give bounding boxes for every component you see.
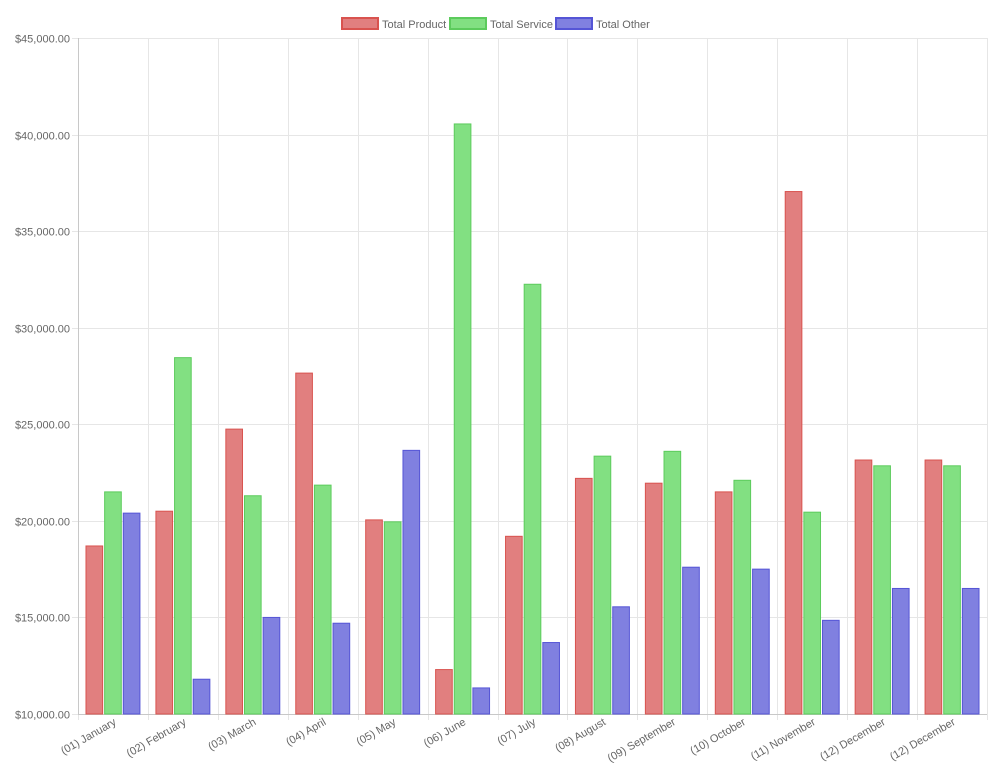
bar-total-service[interactable] [943, 465, 961, 715]
bar-total-other[interactable] [472, 687, 491, 715]
x-tick-label: (11) November [749, 716, 818, 763]
bar-total-other[interactable] [262, 616, 281, 715]
bar-total-service[interactable] [593, 455, 612, 715]
bar-total-other[interactable] [822, 619, 840, 715]
x-tick-label: (12) December [818, 716, 888, 763]
y-tick-label: $20,000.00 [15, 517, 70, 529]
bar-total-service[interactable] [803, 511, 822, 715]
bar-total-other[interactable] [122, 512, 141, 715]
x-tick-label: (04) April [284, 716, 328, 748]
legend-swatch [449, 17, 487, 30]
bar-total-product[interactable] [644, 482, 663, 715]
bar-total-product[interactable] [924, 459, 943, 715]
bar-total-product[interactable] [435, 669, 453, 715]
bar-total-service[interactable] [313, 484, 332, 715]
legend-swatch [555, 17, 593, 30]
y-tick-label: $40,000.00 [15, 131, 70, 143]
bar-total-product[interactable] [784, 191, 803, 715]
y-tick-label: $25,000.00 [15, 420, 70, 432]
bar-total-product[interactable] [365, 519, 383, 715]
bar-total-product[interactable] [854, 459, 873, 715]
x-tick-label: (02) February [125, 716, 189, 760]
legend-label: Total Product [382, 19, 446, 31]
bar-total-other[interactable] [682, 566, 700, 715]
bar-total-service[interactable] [383, 521, 402, 715]
x-tick-label: (01) January [59, 716, 119, 758]
bar-total-product[interactable] [574, 477, 593, 715]
bar-total-service[interactable] [873, 465, 891, 715]
bar-total-service[interactable] [243, 495, 262, 715]
chart-grid [72, 38, 988, 720]
bar-total-service[interactable] [523, 283, 542, 715]
bar-total-product[interactable] [505, 535, 523, 715]
chart-legend: Total Product Total Service Total Other [341, 17, 650, 31]
x-tick-label: (06) June [422, 716, 468, 750]
bar-total-product[interactable] [85, 545, 104, 715]
x-tick-label: (12) December [888, 716, 958, 763]
legend-item[interactable]: Total Other [555, 17, 650, 31]
legend-swatch [341, 17, 379, 30]
chart-bars [85, 123, 980, 715]
bar-total-other[interactable] [612, 606, 630, 715]
legend-item[interactable]: Total Service [449, 17, 553, 31]
bar-total-other[interactable] [891, 587, 910, 715]
x-tick-label: (10) October [688, 716, 748, 757]
y-tick-label: $10,000.00 [15, 710, 70, 722]
bar-total-service[interactable] [453, 123, 472, 715]
legend-item[interactable]: Total Product [341, 17, 446, 31]
bar-total-product[interactable] [155, 510, 174, 715]
bar-total-service[interactable] [174, 357, 192, 715]
y-tick-label: $45,000.00 [15, 34, 70, 46]
bar-total-other[interactable] [332, 622, 351, 715]
bar-total-other[interactable] [961, 587, 980, 715]
bar-total-service[interactable] [663, 450, 682, 715]
x-tick-label: (03) March [206, 716, 258, 753]
x-tick-label: (08) August [553, 716, 608, 755]
legend-label: Total Service [490, 19, 553, 31]
y-tick-label: $15,000.00 [15, 613, 70, 625]
bar-total-product[interactable] [295, 372, 313, 715]
bar-total-product[interactable] [714, 491, 733, 715]
bar-total-other[interactable] [752, 568, 770, 715]
x-tick-label: (07) July [495, 716, 538, 748]
bar-total-other[interactable] [402, 449, 421, 715]
x-tick-label: (09) September [606, 716, 678, 765]
bar-total-service[interactable] [104, 491, 122, 715]
y-tick-label: $35,000.00 [15, 227, 70, 239]
bar-total-product[interactable] [225, 428, 243, 715]
x-tick-label: (05) May [355, 716, 399, 748]
bar-total-service[interactable] [733, 479, 752, 715]
bar-total-other[interactable] [542, 642, 560, 715]
x-axis: (01) January (02) February (03) March (04) … [59, 716, 958, 765]
bar-total-other[interactable] [192, 678, 211, 715]
y-tick-label: $30,000.00 [15, 324, 70, 336]
legend-label: Total Other [596, 19, 650, 31]
